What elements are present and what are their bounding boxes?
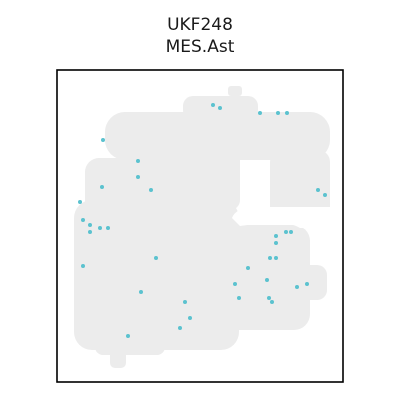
highlight-spot — [274, 234, 278, 238]
highlight-spot — [149, 188, 153, 192]
tissue-gap — [232, 206, 332, 228]
chart-subtitle: MES.Ast — [165, 37, 235, 57]
highlight-spot — [246, 266, 250, 270]
highlight-spot — [270, 300, 274, 304]
highlight-spot — [106, 226, 110, 230]
highlight-spot — [178, 326, 182, 330]
highlight-spot — [100, 185, 104, 189]
highlight-spot — [211, 103, 215, 107]
highlight-spot — [289, 230, 293, 234]
highlight-spot — [183, 300, 187, 304]
highlight-spot — [78, 200, 82, 204]
highlight-spot — [284, 230, 288, 234]
tissue-region — [74, 200, 239, 350]
tissue-region — [215, 225, 310, 330]
highlight-spot — [136, 175, 140, 179]
highlight-spot — [295, 285, 299, 289]
highlight-spot — [101, 138, 105, 142]
highlight-spot — [305, 282, 309, 286]
tissue-region — [105, 112, 330, 160]
highlight-spot — [268, 256, 272, 260]
tissue-region — [110, 350, 126, 368]
tissue-region — [95, 335, 165, 355]
tissue-region — [228, 86, 242, 96]
highlight-spot — [81, 218, 85, 222]
tissue-background — [74, 86, 332, 368]
highlight-spot — [88, 230, 92, 234]
highlight-spot — [258, 111, 262, 115]
highlight-spot — [316, 188, 320, 192]
highlight-spot — [81, 264, 85, 268]
highlight-spot — [323, 193, 327, 197]
highlight-spot — [233, 282, 237, 286]
highlight-spot — [267, 296, 271, 300]
highlight-spot — [98, 226, 102, 230]
highlight-spot — [139, 290, 143, 294]
highlight-spot — [126, 334, 130, 338]
highlight-spot — [154, 256, 158, 260]
highlight-spot — [274, 241, 278, 245]
tissue-region — [140, 150, 240, 210]
highlight-spot — [285, 111, 289, 115]
highlight-spot — [188, 316, 192, 320]
highlight-spot — [237, 296, 241, 300]
highlight-spot — [136, 159, 140, 163]
highlight-spot — [265, 278, 269, 282]
plot-frame — [56, 69, 344, 383]
highlight-spot — [274, 256, 278, 260]
highlighted-spots — [78, 103, 327, 338]
highlight-spot — [88, 223, 92, 227]
chart-title: UKF248 — [167, 15, 233, 35]
highlight-spot — [276, 111, 280, 115]
tissue-region — [270, 150, 330, 220]
highlight-spot — [218, 106, 222, 110]
